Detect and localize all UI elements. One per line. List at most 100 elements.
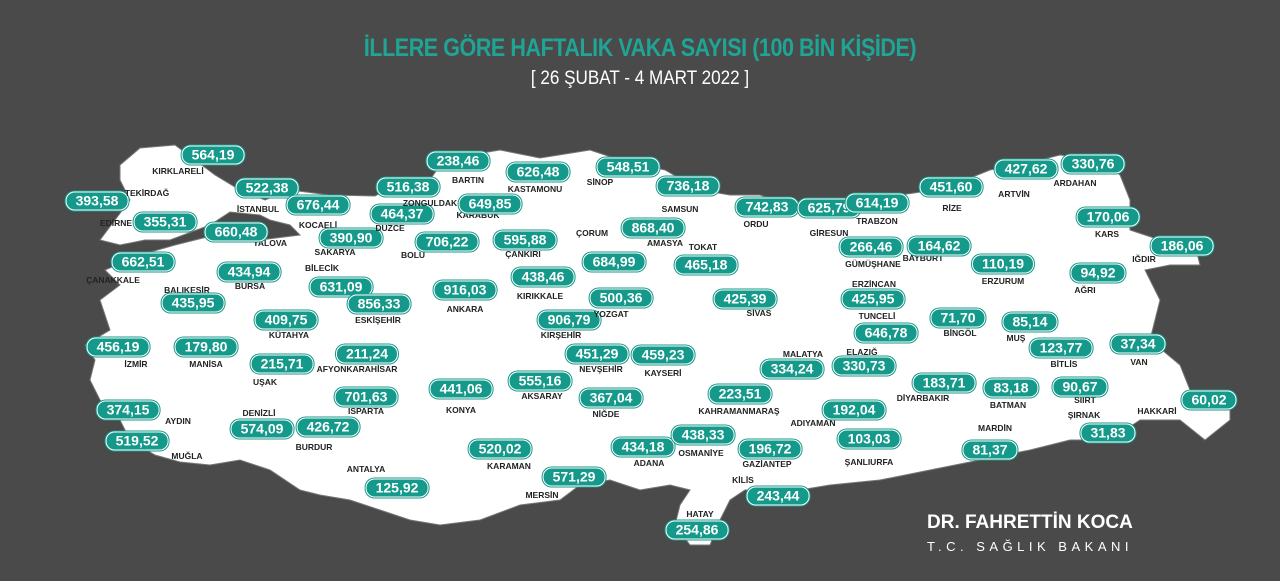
province-name: ÇANAKKALE: [86, 275, 140, 285]
province-value-badge: 60,02: [1181, 390, 1237, 410]
province-value-badge: 434,94: [217, 262, 281, 282]
province-value-badge: 464,37: [370, 204, 434, 224]
province-value-badge: 170,06: [1076, 207, 1140, 227]
province-name: KAHRAMANMARAŞ: [698, 406, 780, 416]
province-name: MALATYA: [782, 349, 824, 359]
province-name: MUĞLA: [171, 451, 203, 461]
province-value-badge: 456,19: [86, 337, 150, 357]
province-value-badge: 916,03: [433, 280, 497, 300]
province-value-badge: 434,18: [611, 437, 675, 457]
province-value-badge: 441,06: [429, 379, 493, 399]
province-name: NEVŞEHİR: [579, 364, 623, 374]
province-name: BALIKESİR: [164, 285, 210, 295]
province-value-badge: 103,03: [837, 429, 901, 449]
province-value-badge: 451,29: [565, 344, 629, 364]
province-name: VAN: [1130, 357, 1148, 367]
province-name: ELAZIĞ: [846, 347, 878, 357]
province-value-badge: 374,15: [96, 400, 160, 420]
province-name: KIRŞEHİR: [540, 330, 582, 340]
province-value-badge: 649,85: [458, 194, 522, 214]
province-value-badge: 425,95: [841, 289, 905, 309]
province-name: ORDU: [743, 219, 769, 229]
province-name: HATAY: [686, 509, 714, 519]
province-value-badge: 215,71: [250, 354, 314, 374]
province-value-badge: 238,46: [426, 151, 490, 171]
province-value-badge: 192,04: [822, 400, 886, 420]
province-name: BURDUR: [295, 442, 333, 452]
province-value-badge: 83,18: [983, 378, 1039, 398]
province-name: AYDIN: [165, 416, 191, 426]
province-value-badge: 646,78: [854, 323, 918, 343]
province-name: KİLİS: [732, 475, 754, 485]
province-value-badge: 266,46: [839, 237, 903, 257]
province-value-badge: 254,86: [665, 520, 729, 540]
province-name: DÜZCE: [375, 223, 405, 233]
province-value-badge: 625,79: [797, 198, 861, 218]
province-name: KOCAELİ: [298, 220, 338, 230]
province-value-badge: 451,60: [919, 177, 983, 197]
province-value-badge: 676,44: [286, 195, 350, 215]
province-value-badge: 736,18: [656, 176, 720, 196]
province-value-badge: 631,09: [309, 277, 373, 297]
province-value-badge: 555,16: [508, 371, 572, 391]
province-value-badge: 330,73: [832, 356, 896, 376]
province-name: BOLU: [400, 250, 426, 260]
province-value-badge: 186,06: [1150, 236, 1214, 256]
province-name: YOZGAT: [593, 309, 629, 319]
province-name: BATMAN: [989, 400, 1027, 410]
province-name: ANKARA: [446, 304, 484, 314]
province-value-badge: 31,83: [1080, 423, 1136, 443]
province-name: KARABÜK: [456, 210, 500, 220]
province-name: ERZİNCAN: [852, 279, 896, 289]
province-value-badge: 519,52: [105, 431, 169, 451]
province-value-badge: 125,92: [365, 478, 429, 498]
province-value-badge: 868,40: [621, 218, 685, 238]
province-value-badge: 390,90: [319, 228, 383, 248]
province-value-badge: 330,76: [1061, 154, 1125, 174]
province-value-badge: 516,38: [376, 177, 440, 197]
province-name: GAZİANTEP: [742, 459, 792, 469]
province-value-badge: 426,72: [296, 417, 360, 437]
province-value-badge: 81,37: [962, 440, 1018, 460]
province-name: BİTLİS: [1050, 359, 1078, 369]
province-name: SİNOP: [586, 177, 614, 187]
province-value-badge: 243,44: [746, 486, 810, 506]
province-name: KÜTAHYA: [268, 330, 310, 340]
province-name: DENİZLİ: [242, 408, 276, 418]
page-title: İLLERE GÖRE HAFTALIK VAKA SAYISI (100 Bİ…: [363, 34, 917, 62]
province-name: İZMİR: [124, 359, 148, 369]
province-value-badge: 85,14: [1002, 312, 1058, 332]
province-name: TOKAT: [688, 242, 718, 252]
province-name: AFYONKARAHİSAR: [316, 364, 398, 374]
province-name: DİYARBAKIR: [896, 393, 950, 403]
province-name: BAYBURT: [902, 253, 944, 263]
province-value-badge: 355,31: [133, 212, 197, 232]
province-value-badge: 223,51: [708, 384, 772, 404]
province-value-badge: 435,95: [161, 293, 225, 313]
province-value-badge: 438,33: [671, 425, 735, 445]
province-name: SAMSUN: [661, 204, 699, 214]
province-name: ANTALYA: [346, 464, 386, 474]
province-value-badge: 520,02: [468, 439, 532, 459]
province-name: SAKARYA: [314, 247, 356, 257]
province-value-badge: 459,23: [631, 345, 695, 365]
province-name: OSMANİYE: [678, 448, 724, 458]
province-value-badge: 574,09: [230, 419, 294, 439]
province-value-badge: 409,75: [254, 310, 318, 330]
province-name: TRABZON: [856, 216, 898, 226]
province-value-badge: 500,36: [589, 288, 653, 308]
province-value-badge: 595,88: [493, 230, 557, 250]
province-name: KASTAMONU: [507, 184, 563, 194]
province-name: AKSARAY: [521, 391, 563, 401]
province-value-badge: 425,39: [713, 289, 777, 309]
province-value-badge: 37,34: [1110, 334, 1166, 354]
province-name: BARTIN: [451, 175, 485, 185]
province-value-badge: 367,04: [579, 388, 643, 408]
province-value-badge: 90,67: [1052, 377, 1108, 397]
province-name: MERSİN: [525, 490, 559, 500]
province-name: ADANA: [633, 458, 665, 468]
province-name: MUŞ: [1006, 333, 1026, 343]
province-name: KONYA: [446, 405, 476, 415]
province-value-badge: 614,19: [845, 193, 909, 213]
province-name: ZONGULDAK: [402, 198, 458, 208]
